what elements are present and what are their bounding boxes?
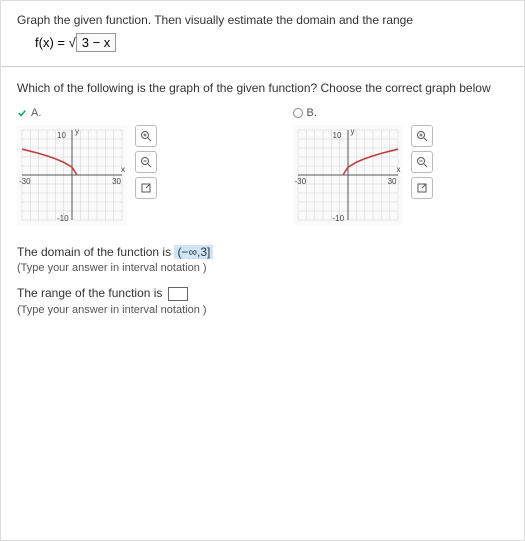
range-hint: (Type your answer in interval notation ) — [17, 304, 508, 316]
question-prompt: Graph the given function. Then visually … — [17, 13, 508, 27]
x-label-a: x — [121, 165, 125, 174]
sub-question-text: Which of the following is the graph of t… — [17, 81, 508, 95]
y-tick-pos-a: 10 — [57, 131, 66, 140]
option-a[interactable]: A. y x 10 -10 -30 30 — [17, 107, 233, 225]
option-b-header: B. — [293, 107, 509, 119]
zoom-out-button-b[interactable] — [411, 151, 433, 173]
graph-a: y x 10 -10 -30 30 — [17, 125, 127, 225]
range-pre: The range of the function is — [17, 286, 162, 300]
graph-b: y x 10 -10 -30 30 — [293, 125, 403, 225]
search-minus-icon — [140, 156, 152, 168]
domain-value: (−∞,3] — [174, 245, 213, 259]
y-tick-neg-b: -10 — [333, 214, 345, 223]
formula-lhs: f(x) = — [35, 35, 69, 50]
options-row: A. y x 10 -10 -30 30 — [17, 107, 508, 225]
expand-icon — [140, 182, 152, 194]
expand-button-a[interactable] — [135, 177, 157, 199]
option-a-label: A. — [31, 107, 41, 119]
x-tick-pos-b: 30 — [388, 177, 397, 186]
x-label-b: x — [397, 165, 401, 174]
zoom-out-button-a[interactable] — [135, 151, 157, 173]
search-plus-icon — [416, 130, 428, 142]
function-formula: f(x) = √3 − x — [35, 33, 508, 52]
graph-a-svg — [17, 125, 127, 225]
y-tick-pos-b: 10 — [333, 131, 342, 140]
range-input[interactable] — [168, 287, 188, 301]
radicand: 3 − x — [76, 33, 117, 52]
x-tick-neg-b: -30 — [295, 177, 307, 186]
question-panel: Graph the given function. Then visually … — [0, 0, 525, 541]
option-b-label: B. — [307, 107, 317, 119]
option-b[interactable]: B. y x 10 -10 -30 30 — [293, 107, 509, 225]
search-minus-icon — [416, 156, 428, 168]
sqrt-symbol: √ — [69, 35, 76, 50]
graph-a-area: y x 10 -10 -30 30 — [17, 125, 233, 225]
x-tick-neg-a: -30 — [19, 177, 31, 186]
domain-pre: The domain of the function is — [17, 245, 174, 259]
controls-a — [135, 125, 157, 199]
search-plus-icon — [140, 130, 152, 142]
expand-icon — [416, 182, 428, 194]
zoom-in-button-b[interactable] — [411, 125, 433, 147]
option-a-header: A. — [17, 107, 233, 119]
y-tick-neg-a: -10 — [57, 214, 69, 223]
zoom-in-button-a[interactable] — [135, 125, 157, 147]
radio-b-icon[interactable] — [293, 108, 303, 118]
graph-b-svg — [293, 125, 403, 225]
answer-block: The domain of the function is (−∞,3] (Ty… — [17, 245, 508, 316]
x-tick-pos-a: 30 — [112, 177, 121, 186]
domain-hint: (Type your answer in interval notation ) — [17, 262, 508, 274]
controls-b — [411, 125, 433, 199]
y-label-a: y — [75, 127, 79, 136]
range-line: The range of the function is — [17, 286, 508, 301]
domain-line: The domain of the function is (−∞,3] — [17, 245, 508, 259]
y-label-b: y — [351, 127, 355, 136]
section-divider — [1, 66, 524, 67]
radio-a-checked-icon[interactable] — [17, 108, 27, 118]
expand-button-b[interactable] — [411, 177, 433, 199]
graph-b-area: y x 10 -10 -30 30 — [293, 125, 509, 225]
